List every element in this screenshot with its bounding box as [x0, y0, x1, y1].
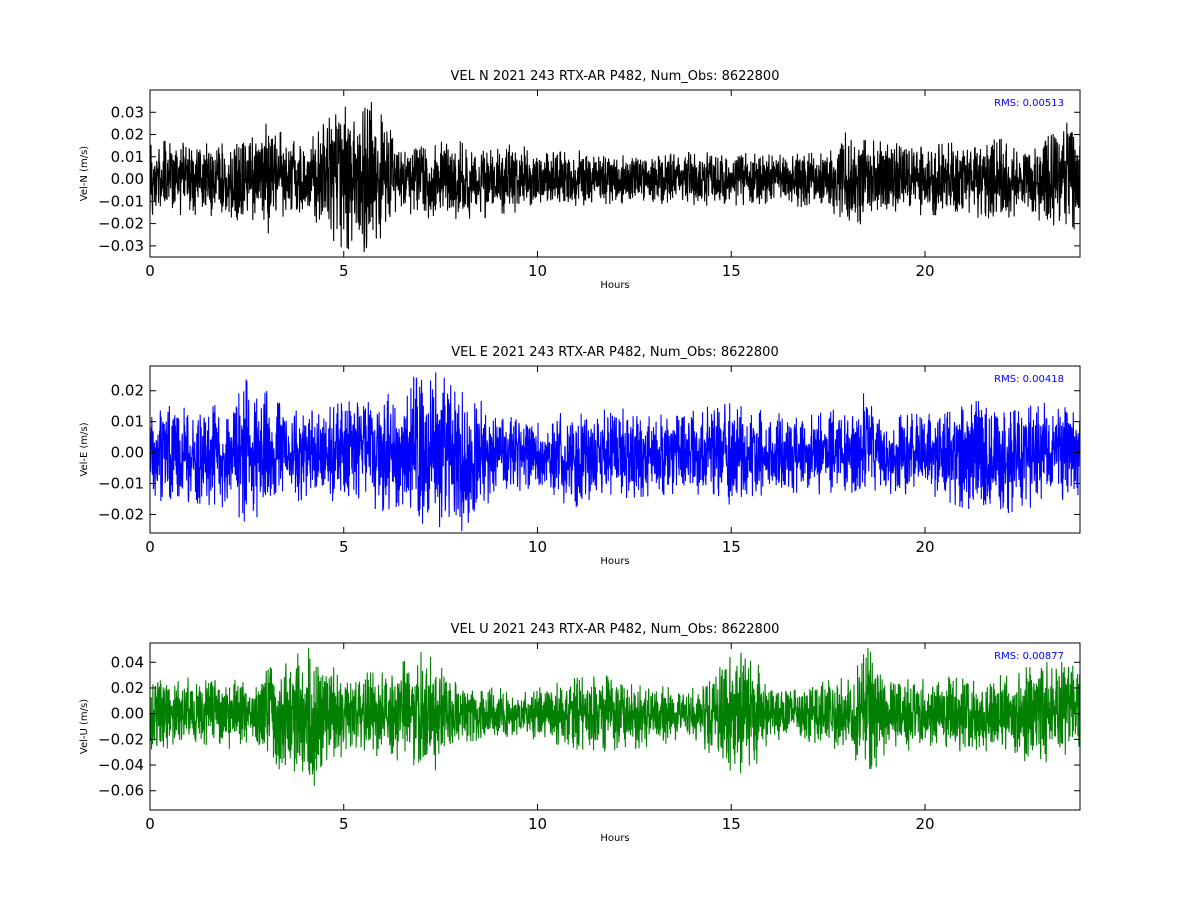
vel-u-x-tick-label: 10: [528, 815, 547, 833]
vel-u-series-line: [150, 647, 1080, 786]
vel-e-y-tick-label: 0.02: [111, 382, 144, 400]
vel-u-chart-title: VEL U 2021 243 RTX-AR P482, Num_Obs: 862…: [451, 622, 780, 637]
vel-n-y-tick-label: 0.00: [111, 170, 144, 188]
vel-e-x-tick-label: 5: [339, 538, 349, 556]
vel-u-y-tick-label: −0.04: [98, 756, 144, 774]
vel-u-rms-annotation: RMS: 0.00877: [994, 651, 1064, 662]
vel-n-y-tick-label: 0.02: [111, 126, 144, 144]
vel-u-y-tick-label: 0.04: [111, 653, 144, 671]
vel-e-rms-annotation: RMS: 0.00418: [994, 374, 1064, 385]
vel-e-x-axis-label: Hours: [600, 556, 629, 567]
vel-n-x-tick-label: 10: [528, 262, 547, 280]
vel-e-panel: 0 5 10 15 20 −0.02 −0.01 0.00 0.01 0.02 VEL E 2021…: [79, 345, 1081, 567]
vel-n-y-axis-label: Vel-N (m/s): [79, 146, 90, 201]
vel-n-chart-title: VEL N 2021 243 RTX-AR P482, Num_Obs: 862…: [451, 69, 780, 84]
vel-u-x-tick-label: 5: [339, 815, 349, 833]
vel-u-x-tick-label: 15: [722, 815, 741, 833]
vel-e-series-line: [150, 372, 1080, 532]
vel-u-y-tick-label: 0.02: [111, 679, 144, 697]
vel-n-y-tick-label: −0.01: [98, 192, 144, 210]
vel-n-y-tick-label: −0.02: [98, 215, 144, 233]
vel-u-y-tick-label: 0.00: [111, 705, 144, 723]
vel-n-y-tick-label: −0.03: [98, 237, 144, 255]
vel-e-chart-title: VEL E 2021 243 RTX-AR P482, Num_Obs: 862…: [451, 345, 778, 360]
vel-n-rms-annotation: RMS: 0.00513: [994, 98, 1064, 109]
vel-u-x-axis-label: Hours: [600, 833, 629, 844]
vel-n-panel: 0 5 10 15 20 −0.03 −0.02 −0.01 0.00 0.01 0.02 0.03 V…: [79, 69, 1081, 291]
vel-e-y-tick-label: 0.01: [111, 413, 144, 431]
vel-u-panel: 0 5 10 15 20 −0.06 −0.04 −0.02 0.00 0.02 0.04 VEL U…: [79, 622, 1081, 844]
vel-n-y-tick-label: 0.03: [111, 103, 144, 121]
vel-u-y-tick-label: −0.06: [98, 782, 144, 800]
vel-u-y-axis-label: Vel-U (m/s): [79, 699, 90, 754]
vel-e-x-tick-label: 20: [915, 538, 934, 556]
vel-u-axes-frame: [149, 642, 1081, 811]
vel-e-y-tick-label: −0.02: [98, 505, 144, 523]
vel-n-x-tick-label: 0: [145, 262, 155, 280]
vel-n-x-tick-label: 5: [339, 262, 349, 280]
vel-e-y-tick-label: 0.00: [111, 444, 144, 462]
vel-n-x-tick-label: 20: [915, 262, 934, 280]
vel-u-x-tick-label: 20: [915, 815, 934, 833]
vel-e-x-tick-label: 15: [722, 538, 741, 556]
chart-panels: 0 5 10 15 20 −0.03 −0.02 −0.01 0.00 0.01 0.02 0.03 V…: [79, 69, 1081, 844]
vel-e-x-tick-label: 10: [528, 538, 547, 556]
vel-u-x-tick-label: 0: [145, 815, 155, 833]
vel-n-x-axis-label: Hours: [600, 280, 629, 291]
vel-e-y-tick-label: −0.01: [98, 475, 144, 493]
vel-n-y-tick-label: 0.01: [111, 148, 144, 166]
vel-u-y-tick-label: −0.02: [98, 730, 144, 748]
vel-n-series-line: [150, 102, 1080, 252]
vel-e-axes-frame: [149, 365, 1081, 534]
vel-n-axes-frame: [149, 89, 1081, 258]
vel-e-x-tick-label: 0: [145, 538, 155, 556]
vel-e-y-axis-label: Vel-E (m/s): [79, 422, 90, 476]
vel-n-x-tick-label: 15: [722, 262, 741, 280]
